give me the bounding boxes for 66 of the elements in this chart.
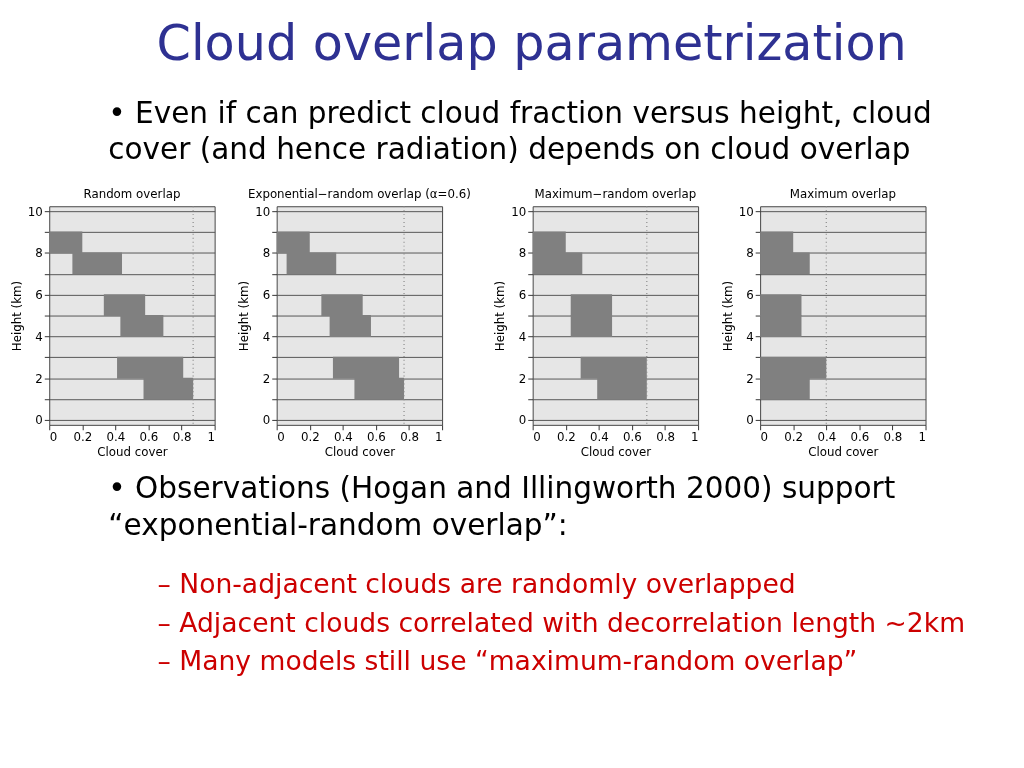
text: – Many models still use “maximum-random overlap” (157, 645, 858, 677)
chart-title: Random overlap (83, 187, 181, 202)
y-tick-label: 2 (262, 371, 271, 386)
x-tick-label: 0.4 (589, 430, 609, 445)
y-tick-label: 8 (35, 246, 43, 261)
x-tick-label: 1 (435, 430, 443, 445)
x-tick-label: 0.8 (656, 430, 675, 445)
y-tick-label: 10 (27, 204, 43, 219)
x-axis-title: Cloud cover (324, 444, 396, 459)
y-tick-label: 4 (35, 329, 43, 344)
x-tick-label: 0 (277, 430, 285, 445)
y-tick-label: 4 (262, 329, 271, 344)
x-tick-label: 0.2 (73, 430, 93, 445)
x-tick-label: 0 (760, 430, 769, 445)
text: • Even if can predict cloud fraction versus height, cloud cover (and hence radiation) depends on cloud overlap (108, 95, 932, 167)
y-tick-label: 10 (738, 204, 754, 219)
x-tick-label: 1 (207, 430, 216, 445)
chart-title: Maximum−random overlap (534, 187, 697, 202)
y-tick-label: 2 (746, 371, 754, 386)
x-tick-label: 0.6 (367, 430, 386, 445)
x-tick-label: 0.8 (883, 430, 903, 445)
y-tick-label: 10 (511, 204, 527, 219)
x-tick-label: 0.2 (300, 430, 320, 445)
x-tick-label: 1 (918, 430, 927, 445)
x-tick-label: 0 (533, 430, 541, 445)
chart-title: Exponential−random overlap (α=0.6) (247, 187, 471, 202)
y-tick-label: 0 (35, 413, 43, 428)
text: – Adjacent clouds correlated with decorrelation length ~2km (157, 606, 966, 638)
y-tick-label: 6 (262, 288, 271, 303)
y-tick-label: 8 (746, 246, 754, 261)
y-axis-title: Height (km) (720, 280, 735, 352)
y-axis-title: Height (km) (9, 280, 24, 352)
x-tick-label: 0.4 (817, 430, 837, 445)
y-tick-label: 4 (518, 329, 527, 344)
x-tick-label: 0.8 (400, 430, 419, 445)
y-tick-label: 8 (518, 246, 527, 261)
x-axis-title: Cloud cover (580, 444, 652, 459)
x-tick-label: 0.6 (139, 430, 159, 445)
y-tick-label: 4 (746, 329, 754, 344)
y-tick-label: 6 (518, 288, 527, 303)
x-tick-label: 0.2 (784, 430, 804, 445)
y-tick-label: 2 (35, 371, 43, 386)
x-tick-label: 0.2 (556, 430, 576, 445)
y-tick-label: 2 (518, 371, 527, 386)
y-axis-title: Height (km) (237, 280, 252, 352)
y-tick-label: 0 (518, 413, 527, 428)
y-tick-label: 6 (746, 288, 754, 303)
x-axis-title: Cloud cover (97, 444, 168, 459)
y-tick-label: 0 (746, 413, 754, 428)
y-axis-title: Height (km) (493, 280, 508, 352)
x-tick-label: 0.8 (172, 430, 192, 445)
y-tick-label: 10 (255, 204, 271, 219)
x-tick-label: 1 (691, 430, 699, 445)
y-tick-label: 0 (262, 413, 271, 428)
x-tick-label: 0.6 (850, 430, 870, 445)
chart-title: Maximum overlap (789, 187, 896, 202)
text: Cloud overlap parametrization (156, 13, 907, 72)
y-tick-label: 8 (262, 246, 271, 261)
x-tick-label: 0.6 (623, 430, 642, 445)
x-axis-title: Cloud cover (808, 444, 879, 459)
x-tick-label: 0 (49, 430, 58, 445)
x-tick-label: 0.4 (333, 430, 353, 445)
x-tick-label: 0.4 (106, 430, 126, 445)
text: – Non-adjacent clouds are randomly overlapped (157, 568, 796, 600)
text: • Observations (Hogan and Illingworth 2000) support “exponential-random overlap”: (108, 470, 896, 542)
y-tick-label: 6 (35, 288, 43, 303)
